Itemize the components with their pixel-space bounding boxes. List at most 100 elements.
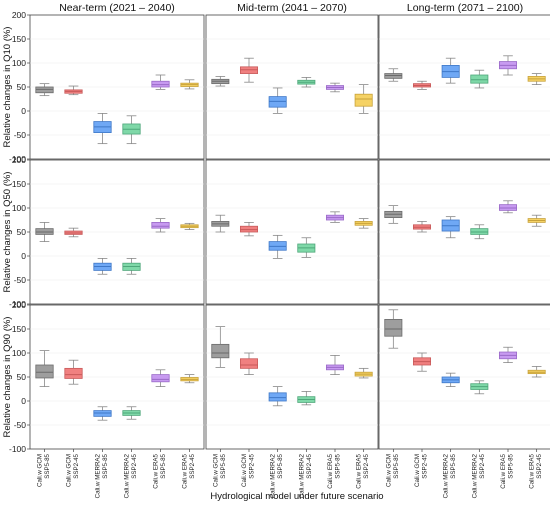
category-label: SSP2-45 — [131, 453, 138, 478]
box — [325, 211, 344, 223]
category-label: Cali.w ERA5 — [356, 453, 363, 488]
box — [325, 82, 344, 93]
category-label: Cali.w MERRA2 — [298, 453, 305, 498]
box — [239, 57, 258, 83]
box — [151, 369, 170, 388]
box — [93, 406, 112, 421]
box — [180, 222, 199, 231]
box — [297, 77, 316, 88]
category-label: SSP5-85 — [450, 453, 457, 478]
panel — [205, 304, 379, 452]
y-tick-label: 200 — [12, 10, 26, 20]
panel — [378, 159, 550, 305]
box — [412, 80, 431, 90]
category-label: SSP5-85 — [220, 453, 227, 478]
y-tick-label: 100 — [12, 58, 26, 68]
box — [470, 69, 489, 89]
y-tick-label: -100 — [9, 444, 26, 454]
box-iqr — [151, 221, 170, 229]
box — [268, 386, 287, 407]
y-tick-label: -50 — [14, 420, 27, 430]
column-title: Mid-term (2041 – 2070) — [237, 2, 347, 14]
box-iqr — [354, 93, 373, 107]
category-label: Cali.w GCM — [37, 454, 44, 487]
category-label: SSP2-45 — [479, 453, 486, 478]
box — [239, 352, 258, 376]
column-title: Long-term (2071 – 2100) — [407, 2, 523, 14]
box — [325, 354, 344, 376]
category-label: SSP5-85 — [44, 453, 51, 478]
box — [384, 205, 403, 224]
box — [268, 87, 287, 114]
y-tick-label: 150 — [12, 324, 26, 334]
category-label: Cali.w GCM — [414, 454, 421, 487]
category-label: SSP2-45 — [73, 453, 80, 478]
panel — [205, 14, 379, 160]
box — [268, 234, 287, 259]
category-label: SSP2-45 — [536, 453, 543, 478]
box — [527, 366, 546, 378]
category-label: Cali.w ERA5 — [500, 453, 507, 488]
box — [527, 73, 546, 85]
box — [498, 346, 517, 364]
panel — [27, 159, 205, 305]
category-labels: Cali.w GCM SSP5-85 Cali.w GCM SSP2-45 Cali.w… — [37, 453, 544, 498]
box — [35, 221, 54, 243]
category-label: Cali.w GCM — [212, 454, 219, 487]
y-tick-label: 100 — [12, 203, 26, 213]
y-tick-label: 50 — [17, 372, 27, 382]
y-tick-label: -100 — [9, 154, 26, 164]
box-iqr — [64, 367, 83, 379]
box-iqr — [35, 364, 54, 379]
box — [441, 216, 460, 239]
box — [527, 214, 546, 227]
box-iqr — [151, 374, 170, 383]
category-label: Cali.w ERA5 — [327, 453, 334, 488]
y-tick-label: 0 — [21, 106, 26, 116]
y-axis-title: Relative changes in Q90 (%) — [2, 317, 13, 438]
y-tick-label: 100 — [12, 348, 26, 358]
category-label: Cali.w MERRA2 — [471, 453, 478, 498]
y-tick-label: 150 — [12, 34, 26, 44]
box — [93, 257, 112, 275]
box — [498, 200, 517, 214]
category-label: Cali.w GCM — [66, 454, 73, 487]
box — [354, 367, 373, 379]
box — [64, 85, 83, 96]
panel — [378, 14, 550, 160]
x-axis-title: Hydrological model under future scenario — [210, 491, 383, 502]
category-label: SSP5-85 — [160, 453, 167, 478]
panel — [378, 304, 550, 452]
y-tick-label: 200 — [12, 300, 26, 310]
panel — [27, 14, 205, 160]
category-label: Cali.w MERRA2 — [270, 453, 277, 498]
category-label: SSP5-85 — [335, 453, 342, 478]
box — [64, 227, 83, 238]
box — [441, 372, 460, 388]
y-tick-labels: -100-50050100150200-100-50050100150200-1… — [9, 10, 26, 454]
column-title: Near-term (2021 – 2040) — [59, 2, 175, 14]
box — [93, 113, 112, 145]
y-tick-label: 0 — [21, 251, 26, 261]
box-iqr — [211, 343, 230, 359]
category-label: SSP2-45 — [363, 453, 370, 478]
box — [64, 359, 83, 385]
box-iqr — [268, 392, 287, 402]
category-label: SSP2-45 — [249, 453, 256, 478]
box — [412, 221, 431, 233]
box — [354, 218, 373, 229]
category-label: Cali.w ERA5 — [182, 453, 189, 488]
panel — [27, 304, 205, 452]
box — [151, 218, 170, 233]
y-axis-title: Relative changes in Q50 (%) — [2, 172, 13, 293]
box — [297, 237, 316, 258]
category-label: SSP5-85 — [102, 453, 109, 478]
box — [35, 350, 54, 388]
category-label: SSP2-45 — [189, 453, 196, 478]
y-axis-title: Relative changes in Q10 (%) — [2, 27, 13, 148]
box — [354, 84, 373, 114]
box — [211, 76, 230, 87]
category-label: Cali.w GCM — [385, 454, 392, 487]
column-titles: Near-term (2021 – 2040) Mid-term (2041 – … — [59, 2, 523, 14]
